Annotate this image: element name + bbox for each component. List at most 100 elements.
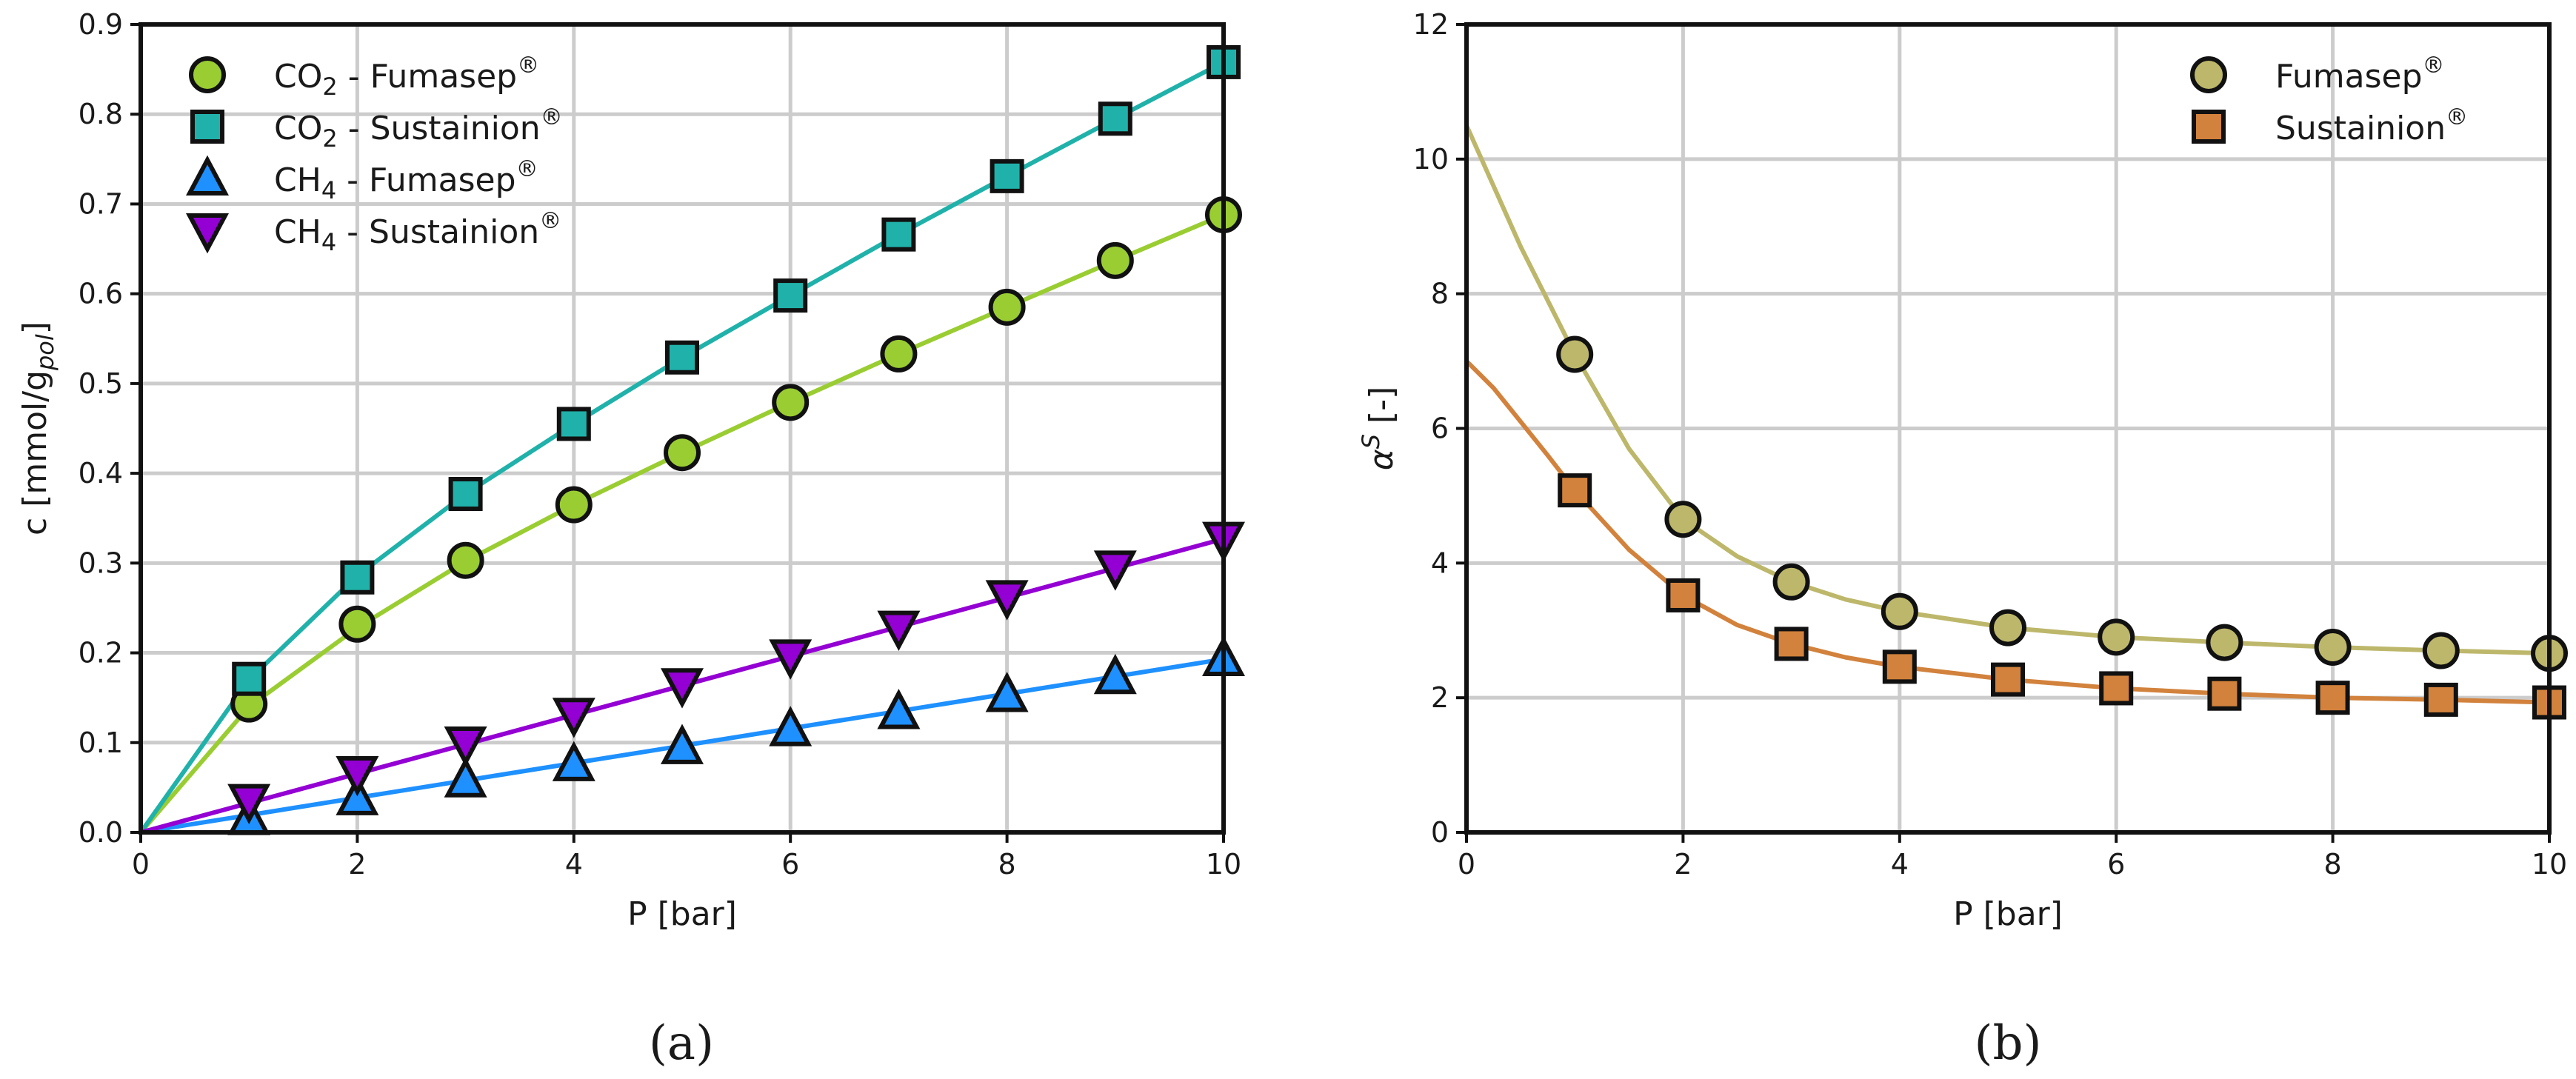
panel-label: (b) (1975, 1016, 2042, 1071)
legend-subscript: 2 (322, 124, 337, 153)
y-tick-label: 10 (1413, 143, 1449, 176)
y-tick-label: 0.1 (79, 726, 123, 759)
y-tick-label: 0.6 (79, 278, 123, 310)
x-tick-label: 0 (1458, 848, 1475, 881)
y-tick-label: 8 (1431, 278, 1449, 310)
y-tick-label: 12 (1413, 8, 1449, 41)
y-axis-label-main: α (1363, 449, 1401, 470)
data-point (1096, 241, 1134, 279)
legend-entry: CO2 - Sustainion® (274, 104, 563, 153)
legend-text: CO (274, 110, 322, 147)
data-point (1093, 653, 1137, 695)
data-point (661, 724, 704, 764)
legend-marker (2190, 56, 2227, 93)
legend-superscript: ® (2423, 53, 2445, 78)
legend-text: CO (274, 58, 322, 96)
panel-a-chart: 0 2 4 6 8 10 0.0 0.1 0.2 0.3 0.4 0.5 0.6 0.7 0.8 0.9 P [… (16, 8, 1245, 1071)
data-point (1772, 563, 1810, 601)
data-point (880, 335, 918, 373)
data-point (985, 580, 1029, 621)
y-tick-label: 0.4 (79, 457, 123, 490)
legend-text: Fumasep (2275, 58, 2423, 96)
legend-subscript: 2 (322, 73, 337, 101)
legend-text: CH (274, 161, 321, 199)
data-point (232, 661, 267, 696)
data-point (1666, 578, 1701, 612)
data-point (988, 288, 1026, 326)
legend-text: CH (274, 213, 321, 251)
legend-superscript: ® (2446, 104, 2468, 130)
legend: CO2 - Fumasep®CO2 - Sustainion®CH4 - Fum… (186, 53, 563, 256)
y-tick-label: 2 (1431, 681, 1449, 714)
data-point (2422, 632, 2460, 669)
x-tick-label: 2 (348, 848, 366, 881)
legend-marker (190, 110, 224, 144)
y-axis-label: c [mmol/gpol] (16, 321, 59, 535)
data-point (2099, 671, 2134, 706)
legend: Fumasep®Sustainion® (2190, 53, 2468, 147)
x-tick-label: 8 (998, 848, 1016, 881)
data-point (772, 384, 810, 421)
data-point (877, 610, 921, 651)
data-point (1774, 627, 1809, 661)
data-point (556, 407, 591, 441)
x-tick-label: 2 (1674, 848, 1692, 881)
y-axis-label-superscript: S (1357, 434, 1385, 449)
data-point (444, 757, 487, 798)
data-point (1664, 501, 1702, 538)
plot-frame (139, 22, 1226, 835)
data-point (1881, 592, 1918, 630)
y-axis-label-main: c [mmol/g (16, 370, 54, 535)
data-point (1991, 662, 2025, 697)
data-point (2315, 681, 2350, 715)
data-point (227, 784, 271, 824)
y-tick-label: 0.7 (79, 187, 123, 220)
data-point (340, 560, 375, 595)
data-point (552, 741, 595, 781)
legend-entry: Fumasep® (2275, 53, 2445, 96)
y-tick-label: 0.5 (79, 367, 123, 400)
data-point (555, 486, 593, 524)
y-axis-label: αS [-] (1357, 387, 1401, 471)
x-tick-label: 10 (1206, 848, 1241, 881)
data-point (1093, 550, 1137, 591)
data-point (1556, 335, 1594, 373)
data-point (336, 775, 379, 815)
legend-entry: Sustainion® (2275, 104, 2468, 147)
data-point (2314, 628, 2352, 666)
legend-subscript: 4 (321, 228, 336, 256)
data-point (665, 340, 699, 375)
data-point (769, 639, 812, 680)
legend-entry: CH4 - Fumasep® (274, 156, 538, 204)
y-tick-label: 0.3 (79, 547, 123, 579)
y-axis-label-subscript: pol (31, 334, 59, 371)
data-point (2206, 624, 2243, 661)
data-point (2207, 676, 2242, 711)
series-line (1464, 124, 2550, 656)
legend-marker (2192, 110, 2226, 144)
y-tick-label: 0.2 (79, 637, 123, 669)
legend-entry: CO2 - Fumasep® (274, 53, 539, 101)
legend-text: - Fumasep (338, 58, 517, 96)
data-point (338, 605, 376, 643)
panel-label: (a) (649, 1016, 714, 1071)
y-axis-label-close: [-] (1363, 387, 1401, 434)
data-point (2098, 618, 2135, 656)
data-point (1558, 473, 1592, 508)
legend-marker (186, 213, 229, 254)
legend-superscript: ® (516, 156, 538, 182)
data-point (985, 672, 1029, 712)
legend-text: Sustainion (2275, 110, 2446, 147)
data-point (773, 278, 808, 313)
data-point (2423, 682, 2458, 717)
legend-text: - Fumasep (336, 161, 515, 199)
legend-marker (189, 56, 226, 93)
y-tick-label: 4 (1431, 547, 1449, 579)
legend-text: - Sustainion (338, 110, 541, 147)
data-point (1098, 101, 1132, 136)
y-tick-label: 0 (1431, 816, 1449, 849)
y-tick-label: 0.9 (79, 8, 123, 41)
data-point (448, 476, 483, 511)
data-point (336, 755, 379, 797)
